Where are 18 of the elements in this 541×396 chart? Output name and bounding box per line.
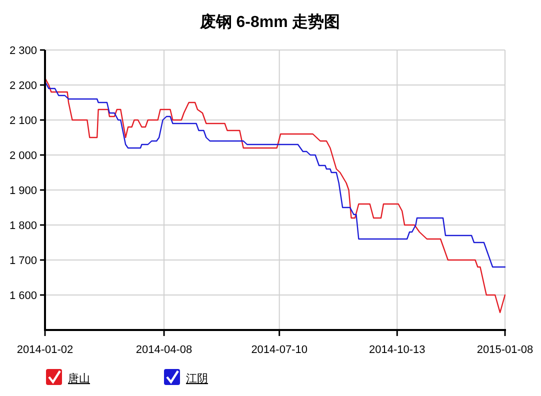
y-tick-label: 2 300 <box>9 45 37 57</box>
x-tick-label: 2014-01-02 <box>16 344 74 356</box>
y-tick-label: 1 900 <box>9 185 37 197</box>
x-tick-label: 2014-10-13 <box>368 344 426 356</box>
line-series <box>44 77 506 314</box>
x-tick-label: 2015-01-08 <box>476 344 534 356</box>
y-tick-label: 1 600 <box>9 290 37 302</box>
legend-label: 唐山 <box>68 372 90 385</box>
legend-label: 江阴 <box>186 373 208 385</box>
line-series <box>44 80 506 268</box>
y-tick-label: 2 200 <box>9 80 37 92</box>
y-tick-label: 1 800 <box>9 220 37 232</box>
chart-title: 废钢 6-8mm 走势图 <box>198 13 340 31</box>
y-tick-label: 1 700 <box>9 255 37 267</box>
y-tick-label: 2 000 <box>9 150 37 162</box>
y-tick-label: 2 100 <box>9 115 37 127</box>
x-tick-label: 2014-07-10 <box>251 344 308 356</box>
x-tick-label: 2014-04-08 <box>136 344 192 356</box>
